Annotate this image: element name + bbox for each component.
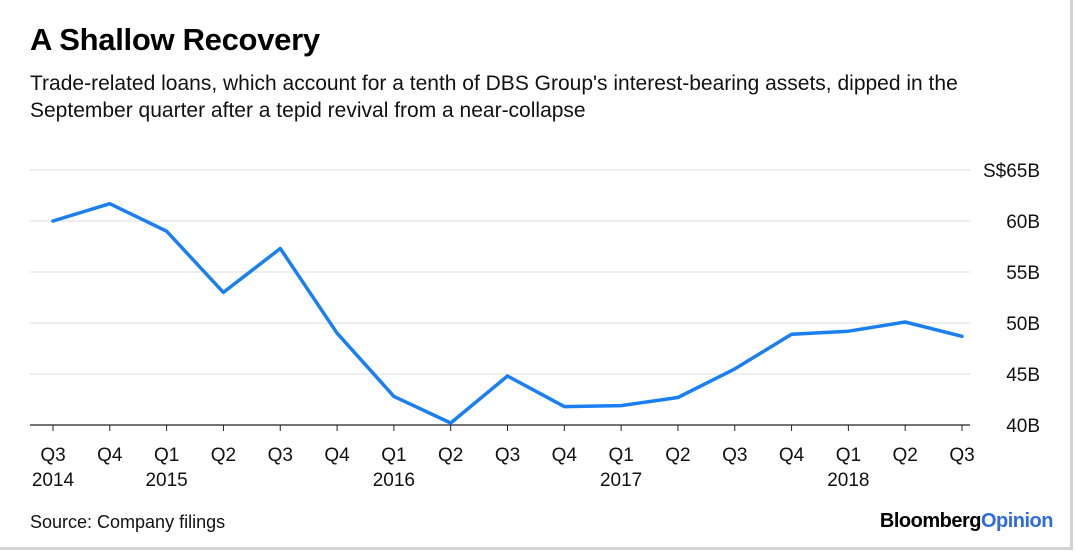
bloomberg-opinion-logo: BloombergOpinion xyxy=(879,510,1054,533)
brand-part1: Bloomberg xyxy=(879,510,982,532)
source-note: Source: Company filings xyxy=(30,512,226,532)
x-tick-label: Q3 xyxy=(495,445,520,466)
x-tick-year-label: 2016 xyxy=(373,470,415,491)
x-tick-label: Q1 xyxy=(836,445,861,466)
x-tick-label: Q4 xyxy=(552,445,578,466)
y-tick-label: 40B xyxy=(1006,416,1040,437)
x-tick-label: Q3 xyxy=(268,445,293,466)
x-tick-label: Q1 xyxy=(608,445,633,466)
x-tick-label: Q1 xyxy=(381,445,406,466)
x-tick-label: Q3 xyxy=(722,445,747,466)
chart-subtitle: Trade-related loans, which account for a… xyxy=(30,72,958,122)
series-layer xyxy=(51,201,964,425)
x-tick-label: Q4 xyxy=(97,445,123,466)
x-tick-label: Q4 xyxy=(779,445,805,466)
x-tick-year-label: 2015 xyxy=(145,470,187,491)
chart-title: A Shallow Recovery xyxy=(30,22,320,57)
x-tick-year-label: 2018 xyxy=(827,470,869,491)
y-tick-label: S$65B xyxy=(983,161,1040,182)
x-tick-label: Q3 xyxy=(40,445,65,466)
y-tick-label: 55B xyxy=(1006,263,1040,284)
y-tick-label: 60B xyxy=(1006,212,1040,233)
series-line xyxy=(51,201,964,425)
x-tick-label: Q2 xyxy=(665,445,690,466)
x-tick-label: Q1 xyxy=(154,445,179,466)
x-tick-label: Q2 xyxy=(893,445,918,466)
grid-layer xyxy=(30,169,970,426)
brand-part2: Opinion xyxy=(980,510,1054,532)
y-axis: 40B 45B 50B 55B 60B S$65B xyxy=(983,161,1040,437)
x-tick-year-label: 2014 xyxy=(32,470,75,491)
x-tick-label: Q2 xyxy=(438,445,463,466)
x-tick-year-label: 2017 xyxy=(600,470,642,491)
x-tick-label: Q4 xyxy=(324,445,350,466)
y-tick-label: 50B xyxy=(1006,314,1040,335)
x-tick-label: Q3 xyxy=(949,445,974,466)
y-tick-label: 45B xyxy=(1006,365,1040,386)
x-axis: Q3 2014 Q4 Q1 2015 Q2 Q3 Q4 Q1 2016 Q2 Q3 Q4 Q1 2017 Q2… xyxy=(32,425,975,491)
x-tick-label: Q2 xyxy=(211,445,236,466)
